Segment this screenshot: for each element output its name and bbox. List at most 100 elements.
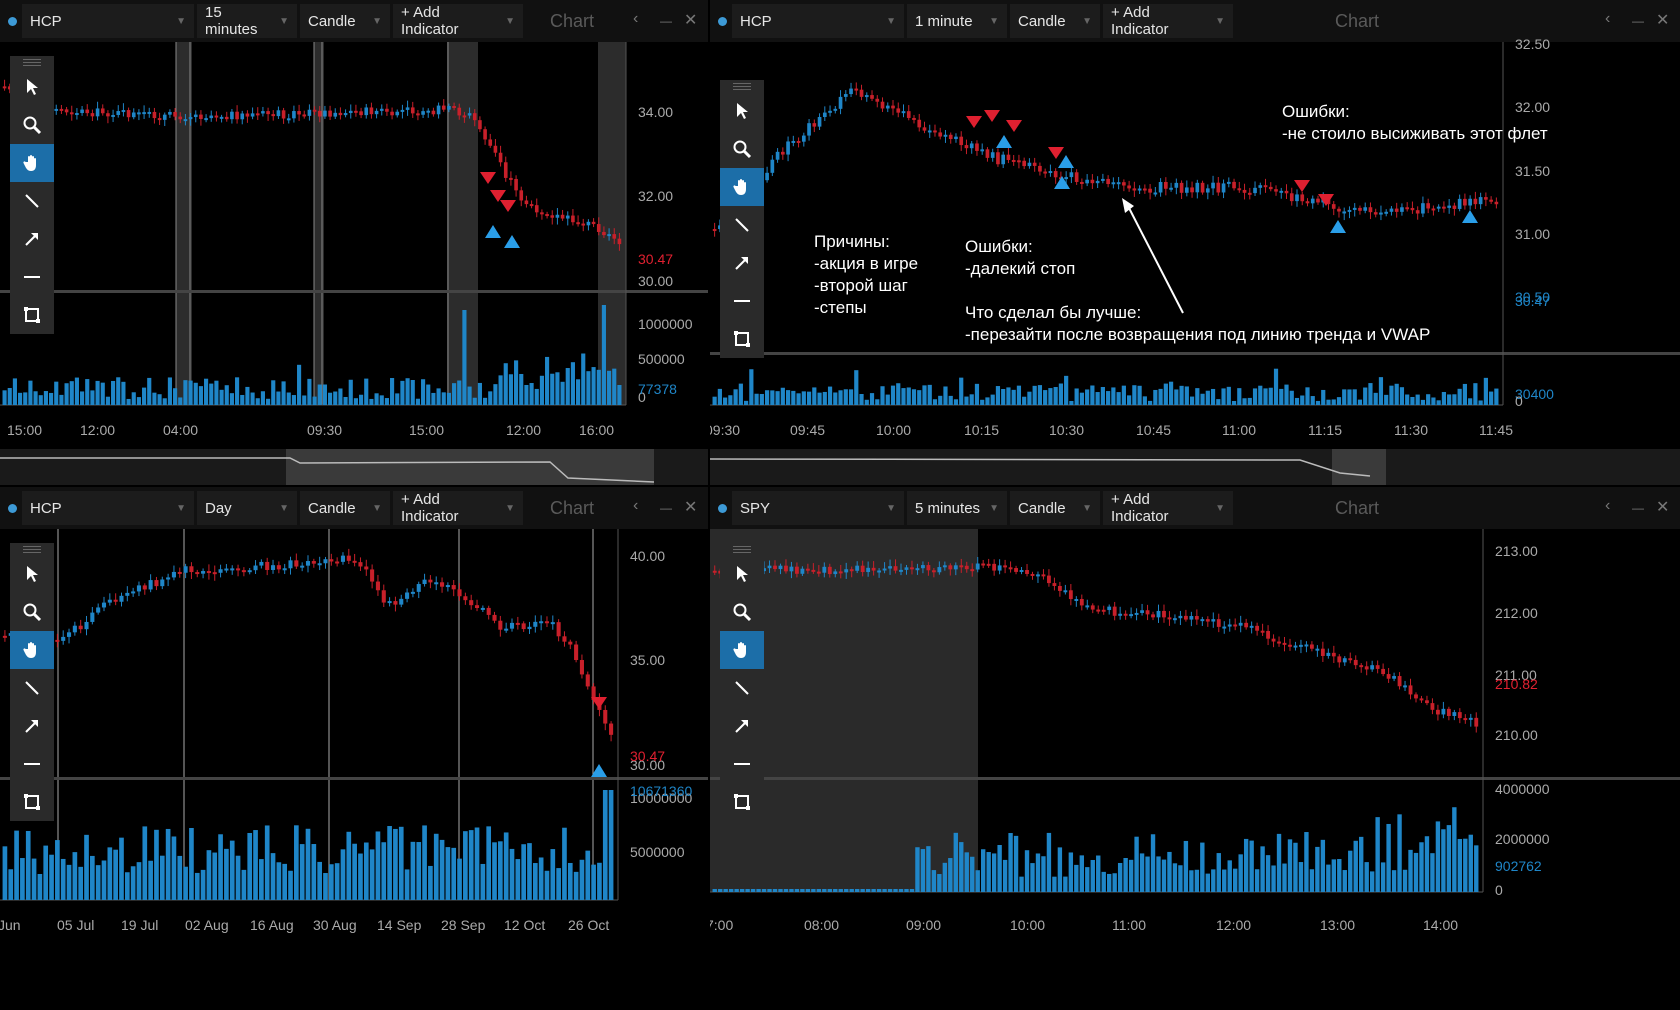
horizontal-line-icon[interactable] (10, 258, 54, 296)
candle-body (969, 143, 974, 149)
link-dot-icon[interactable] (8, 16, 17, 26)
close-icon[interactable]: ✕ (684, 499, 698, 516)
back-icon[interactable]: ‹ (633, 10, 639, 27)
volume-bar (472, 397, 477, 405)
back-icon[interactable]: ‹ (1605, 10, 1611, 27)
symbol-dropdown[interactable]: HCP ▼ (22, 4, 194, 38)
arrow-icon[interactable] (10, 220, 54, 258)
candle-body (1342, 658, 1347, 663)
hand-icon[interactable] (720, 168, 764, 206)
add-indicator-button[interactable]: + Add Indicator ▼ (393, 491, 523, 525)
pointer-icon[interactable] (10, 68, 54, 106)
horizontal-line-icon[interactable] (720, 282, 764, 320)
rectangle-icon[interactable] (720, 320, 764, 358)
zoom-icon[interactable] (10, 106, 54, 144)
interval-dropdown[interactable]: 5 minutes ▼ (907, 491, 1007, 525)
close-icon[interactable]: ✕ (684, 12, 698, 29)
chart-type-dropdown[interactable]: Candle ▼ (300, 491, 390, 525)
volume-bar (159, 855, 165, 900)
chart-pane-tr[interactable]: HCP ▼ 1 minute ▼ Candle ▼ + Add Indicator ▼ Char… (710, 0, 1680, 485)
navigator-window[interactable] (1332, 449, 1386, 485)
line-icon[interactable] (720, 669, 764, 707)
chart-canvas[interactable] (710, 0, 1680, 485)
candle-body (154, 580, 159, 587)
back-icon[interactable]: ‹ (1605, 497, 1611, 514)
volume-bar (379, 395, 384, 405)
toolbar-grip-icon[interactable] (10, 56, 54, 68)
sell-marker (490, 190, 506, 202)
pointer-icon[interactable] (720, 92, 764, 130)
hand-icon[interactable] (10, 144, 54, 182)
volume-bar (887, 889, 893, 892)
horizontal-line-icon[interactable] (10, 745, 54, 783)
pointer-icon[interactable] (10, 555, 54, 593)
link-dot-icon[interactable] (8, 503, 17, 513)
minimize-icon[interactable]: — (660, 14, 672, 28)
candle-body (1074, 599, 1079, 602)
link-dot-icon[interactable] (718, 16, 727, 26)
candle-body (617, 238, 622, 245)
add-indicator-button[interactable]: + Add Indicator ▼ (393, 4, 523, 38)
hand-icon[interactable] (720, 631, 764, 669)
symbol-dropdown[interactable]: HCP ▼ (22, 491, 194, 525)
chart-type-dropdown[interactable]: Candle ▼ (1010, 4, 1100, 38)
close-icon[interactable]: ✕ (1656, 499, 1670, 516)
navigator[interactable] (710, 449, 1680, 485)
add-indicator-button[interactable]: + Add Indicator ▼ (1103, 4, 1233, 38)
line-icon[interactable] (10, 182, 54, 220)
interval-dropdown[interactable]: 1 minute ▼ (907, 4, 1007, 38)
chart-pane-tl[interactable]: HCP ▼ 15 minutes ▼ Candle ▼ + Add Indicator ▼ Ch… (0, 0, 708, 485)
zoom-icon[interactable] (10, 593, 54, 631)
sell-marker (1048, 147, 1064, 159)
chart-pane-bl[interactable]: HCP ▼ Day ▼ Candle ▼ + Add Indicator ▼ Chart ‹ — ✕ 4… (0, 487, 708, 1010)
close-icon[interactable]: ✕ (1656, 12, 1670, 29)
rectangle-icon[interactable] (10, 783, 54, 821)
arrow-icon[interactable] (720, 244, 764, 282)
arrow-icon[interactable] (10, 707, 54, 745)
minimize-icon[interactable]: — (1632, 501, 1644, 515)
chart-canvas[interactable] (710, 487, 1680, 1010)
toolbar-grip-icon[interactable] (10, 543, 54, 555)
chart-type-dropdown[interactable]: Candle ▼ (300, 4, 390, 38)
interval-dropdown[interactable]: Day ▼ (197, 491, 297, 525)
session-shade (314, 42, 324, 405)
candle-body (1221, 183, 1226, 193)
hand-icon[interactable] (10, 631, 54, 669)
symbol-dropdown[interactable]: SPY ▼ (732, 491, 904, 525)
chart-type-dropdown[interactable]: Candle ▼ (1010, 491, 1100, 525)
price-axis-label: 211.00 (1495, 667, 1537, 683)
candle-body (1253, 187, 1257, 194)
volume-bar (1243, 838, 1249, 892)
candle-body (1258, 185, 1263, 188)
interval-dropdown[interactable]: 15 minutes ▼ (197, 4, 297, 38)
toolbar-grip-icon[interactable] (720, 80, 764, 92)
back-icon[interactable]: ‹ (633, 497, 639, 514)
toolbar-grip-icon[interactable] (720, 543, 764, 555)
horizontal-line-icon[interactable] (720, 745, 764, 783)
minimize-icon[interactable]: — (1632, 14, 1644, 28)
line-icon[interactable] (720, 206, 764, 244)
candle-body (997, 565, 1002, 571)
candle-body (891, 105, 895, 109)
chart-canvas[interactable] (0, 487, 708, 1010)
chart-canvas[interactable] (0, 0, 708, 485)
candle-body (1271, 638, 1276, 642)
volume-bar (515, 859, 521, 900)
zoom-icon[interactable] (720, 593, 764, 631)
rectangle-icon[interactable] (720, 783, 764, 821)
volume-bar (218, 834, 223, 900)
line-icon[interactable] (10, 669, 54, 707)
rectangle-icon[interactable] (10, 296, 54, 334)
zoom-icon[interactable] (720, 130, 764, 168)
chart-pane-br[interactable]: SPY ▼ 5 minutes ▼ Candle ▼ + Add Indicator ▼ Cha… (710, 487, 1680, 1010)
link-dot-icon[interactable] (718, 503, 727, 513)
pointer-icon[interactable] (720, 555, 764, 593)
symbol-dropdown[interactable]: HCP ▼ (732, 4, 904, 38)
volume-bar (1473, 383, 1478, 405)
minimize-icon[interactable]: — (660, 501, 672, 515)
arrow-icon[interactable] (720, 707, 764, 745)
volume-bar (126, 398, 131, 405)
time-axis-label: 08:00 (804, 917, 840, 933)
candle-body (1384, 211, 1389, 214)
add-indicator-button[interactable]: + Add Indicator ▼ (1103, 491, 1233, 525)
